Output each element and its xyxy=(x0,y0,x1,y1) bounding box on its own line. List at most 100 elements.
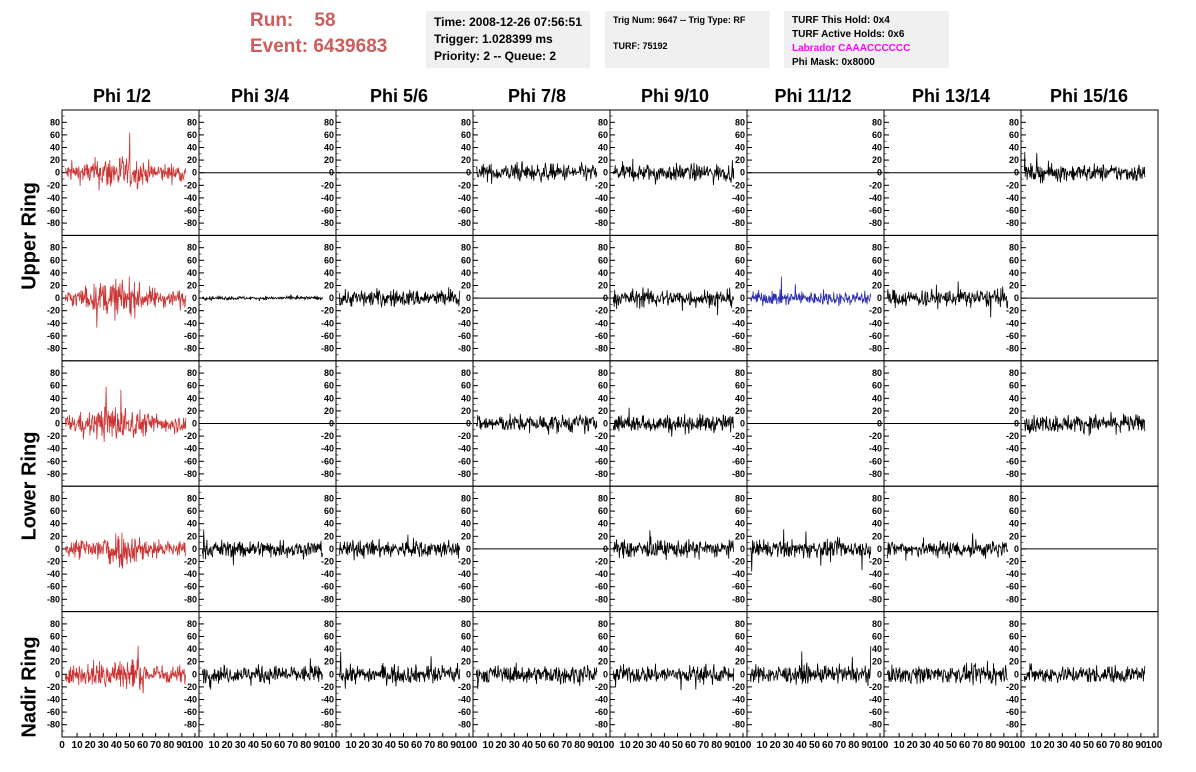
y-tick-label: -40 xyxy=(1006,569,1019,579)
y-tick-label: 40 xyxy=(598,519,608,529)
y-tick-label: -60 xyxy=(184,582,197,592)
y-tick-label: 80 xyxy=(872,243,882,253)
y-tick-label: 40 xyxy=(324,143,334,153)
y-tick-label: -80 xyxy=(595,594,608,604)
waveform-trace xyxy=(887,281,1008,317)
y-tick-label: -80 xyxy=(184,344,197,354)
y-tick-label: 0 xyxy=(1014,293,1019,303)
y-tick-label: 0 xyxy=(192,544,197,554)
y-tick-label: -60 xyxy=(595,206,608,216)
y-tick-label: -20 xyxy=(458,306,471,316)
y-tick-label: 80 xyxy=(735,243,745,253)
y-tick-label: -20 xyxy=(321,682,334,692)
y-tick-label: 0 xyxy=(466,544,471,554)
y-tick-label: 60 xyxy=(735,632,745,642)
y-tick-label: -40 xyxy=(47,444,60,454)
y-tick-label: -80 xyxy=(732,720,745,730)
y-tick-label: 20 xyxy=(461,406,471,416)
y-tick-label: -20 xyxy=(869,431,882,441)
y-tick-label: 60 xyxy=(735,381,745,391)
x-tick-label: 40 xyxy=(522,740,534,751)
waveform-trace xyxy=(339,535,460,561)
y-tick-label: 60 xyxy=(50,255,60,265)
y-tick-label: -40 xyxy=(47,695,60,705)
x-tick-label: 20 xyxy=(85,740,97,751)
y-tick-label: 40 xyxy=(187,143,197,153)
y-tick-label: -80 xyxy=(1006,594,1019,604)
y-tick-label: 0 xyxy=(55,669,60,679)
x-tick-label: 100 xyxy=(1009,740,1026,751)
x-tick-label: 20 xyxy=(633,740,645,751)
x-tick-label: 20 xyxy=(496,740,508,751)
y-tick-label: 40 xyxy=(872,519,882,529)
waveform-trace xyxy=(339,287,460,307)
y-tick-label: 40 xyxy=(735,268,745,278)
y-tick-label: 80 xyxy=(872,619,882,629)
y-tick-label: -20 xyxy=(458,431,471,441)
waveform-trace xyxy=(750,529,871,571)
y-tick-label: -60 xyxy=(458,582,471,592)
x-tick-label: 100 xyxy=(598,740,615,751)
y-tick-label: -60 xyxy=(321,582,334,592)
y-tick-label: 60 xyxy=(324,381,334,391)
x-tick-label: 60 xyxy=(137,740,149,751)
y-tick-label: -80 xyxy=(732,594,745,604)
y-tick-label: 40 xyxy=(324,393,334,403)
x-tick-label: 0 xyxy=(59,740,65,751)
y-tick-label: 80 xyxy=(1009,117,1019,127)
y-tick-label: 80 xyxy=(324,117,334,127)
y-tick-label: -80 xyxy=(47,594,60,604)
y-tick-label: -40 xyxy=(869,569,882,579)
y-tick-label: -20 xyxy=(732,557,745,567)
y-tick-label: -80 xyxy=(184,469,197,479)
y-tick-label: -80 xyxy=(458,344,471,354)
y-tick-label: 40 xyxy=(50,393,60,403)
y-tick-label: -80 xyxy=(184,218,197,228)
y-tick-label: 40 xyxy=(872,644,882,654)
y-tick-label: -20 xyxy=(47,431,60,441)
x-tick-label: 100 xyxy=(872,740,889,751)
y-tick-label: 0 xyxy=(55,168,60,178)
y-tick-label: 60 xyxy=(324,130,334,140)
y-tick-label: -60 xyxy=(458,206,471,216)
y-tick-label: 40 xyxy=(461,519,471,529)
y-tick-label: 60 xyxy=(1009,381,1019,391)
x-tick-label: 70 xyxy=(287,740,299,751)
x-tick-label: 30 xyxy=(920,740,932,751)
y-tick-label: -60 xyxy=(458,331,471,341)
x-tick-label: 50 xyxy=(124,740,136,751)
y-tick-label: 20 xyxy=(461,281,471,291)
y-tick-label: 40 xyxy=(1009,519,1019,529)
x-tick-label: 40 xyxy=(933,740,945,751)
y-tick-label: 0 xyxy=(192,168,197,178)
y-tick-label: -40 xyxy=(47,318,60,328)
y-tick-label: -20 xyxy=(47,557,60,567)
y-tick-label: 40 xyxy=(872,143,882,153)
y-tick-label: -60 xyxy=(458,707,471,717)
y-tick-label: 0 xyxy=(1014,419,1019,429)
waveform-trace xyxy=(202,530,322,566)
y-tick-label: 80 xyxy=(872,368,882,378)
waveform-trace xyxy=(887,533,1008,560)
y-tick-label: 40 xyxy=(50,143,60,153)
y-tick-label: -80 xyxy=(1006,344,1019,354)
waveform-trace xyxy=(476,663,597,689)
y-tick-label: 40 xyxy=(1009,268,1019,278)
y-tick-label: -20 xyxy=(595,557,608,567)
y-tick-label: 80 xyxy=(50,368,60,378)
waveform-trace xyxy=(1024,663,1145,683)
y-tick-label: 20 xyxy=(598,281,608,291)
y-tick-label: 20 xyxy=(324,657,334,667)
x-tick-label: 60 xyxy=(548,740,560,751)
y-tick-label: -60 xyxy=(732,331,745,341)
y-tick-label: 0 xyxy=(192,293,197,303)
y-tick-label: 40 xyxy=(735,393,745,403)
y-tick-label: -40 xyxy=(1006,444,1019,454)
y-tick-label: -20 xyxy=(1006,557,1019,567)
x-tick-label: 80 xyxy=(985,740,997,751)
waveform-trace xyxy=(1024,152,1145,184)
y-tick-label: -20 xyxy=(595,431,608,441)
y-tick-label: -20 xyxy=(184,180,197,190)
y-tick-label: -40 xyxy=(869,193,882,203)
y-tick-label: 20 xyxy=(187,657,197,667)
